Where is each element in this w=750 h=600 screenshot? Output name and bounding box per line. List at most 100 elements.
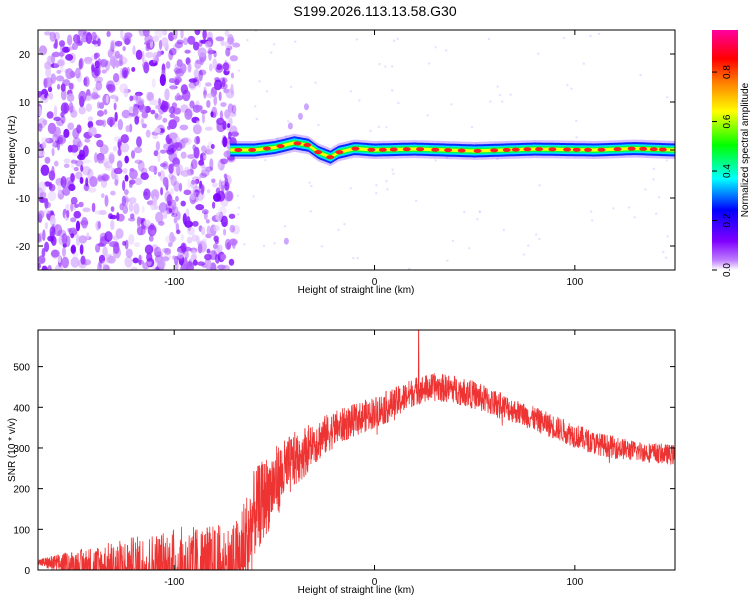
heatmap-noise-cell xyxy=(68,102,74,113)
heatmap-noise-cell xyxy=(122,179,126,191)
heatmap-noise-cell xyxy=(188,78,198,83)
heatmap-noise-cell xyxy=(79,176,84,184)
heatmap-sparse-cell xyxy=(255,117,258,121)
heatmap-noise-cell xyxy=(201,238,208,245)
heatmap-sparse-cell xyxy=(451,239,455,243)
heatmap-noise-cell xyxy=(109,56,118,68)
heatmap-sparse-cell xyxy=(468,247,471,250)
heatmap-sparse-cell xyxy=(633,216,636,219)
heatmap-noise-cell xyxy=(194,30,201,36)
heatmap-noise-cell xyxy=(94,152,98,164)
heatmap-noise-cell xyxy=(180,170,190,177)
heatmap-noise-cell xyxy=(134,242,141,248)
heatmap-sparse-cell xyxy=(664,256,668,259)
heatmap-noise-cell xyxy=(188,80,197,91)
heatmap-ridge-peak xyxy=(402,147,411,152)
heatmap-noise-cell xyxy=(206,93,215,99)
heatmap-noise-cell xyxy=(169,113,176,119)
heatmap-noise-cell xyxy=(82,207,91,213)
heatmap-noise-cell xyxy=(160,162,168,168)
heatmap-noise-cell xyxy=(117,119,124,131)
heatmap-noise-cell xyxy=(192,220,199,227)
heatmap-noise-cell xyxy=(66,210,70,218)
heatmap-noise-cell xyxy=(134,146,143,154)
heatmap-noise-cell xyxy=(164,247,172,256)
heatmap-sparse-cell xyxy=(589,34,592,38)
heatmap-noise-cell xyxy=(75,220,81,232)
heatmap-noise-cell xyxy=(113,242,120,255)
heatmap-noise-cell xyxy=(54,264,64,270)
snr-x-tick-label: 0 xyxy=(372,577,378,588)
heatmap-sparse-cell xyxy=(375,191,378,195)
heatmap-sparse-cell xyxy=(445,156,449,159)
heatmap-noise-cell xyxy=(129,95,134,102)
heatmap-noise-cell xyxy=(182,37,189,46)
heatmap-noise-cell xyxy=(187,62,192,73)
heatmap-sparse-cell xyxy=(349,90,353,93)
heatmap-noise-cell xyxy=(70,217,77,223)
heatmap-noise-cell xyxy=(115,228,124,239)
heatmap-noise-cell xyxy=(200,184,205,196)
heatmap-noise-cell xyxy=(180,200,186,207)
heatmap-noise-cell xyxy=(179,63,187,74)
heatmap-noise-cell xyxy=(187,178,191,189)
heatmap-noise-cell xyxy=(38,210,45,219)
heatmap-noise-cell xyxy=(205,82,212,87)
heatmap-noise-cell xyxy=(220,102,227,107)
colorbar-tick-label: 0.6 xyxy=(722,114,733,128)
heatmap-ridge-peak xyxy=(416,147,425,152)
heatmap-noise-cell xyxy=(124,155,129,164)
heatmap-noise-cell xyxy=(162,30,168,36)
heatmap-noise-cell xyxy=(122,167,128,175)
heatmap-sparse-cell xyxy=(254,105,257,108)
heatmap-noise-cell xyxy=(226,190,234,202)
heatmap-noise-cell xyxy=(211,201,216,209)
heatmap-noise-cell xyxy=(127,114,132,120)
heatmap-noise-cell xyxy=(198,69,207,76)
heatmap-noise-cell xyxy=(135,49,143,60)
heatmap-sparse-cell xyxy=(272,43,276,46)
heatmap-noise-cell xyxy=(50,63,60,69)
heatmap-noise-cell xyxy=(96,101,101,109)
heatmap-noise-cell xyxy=(98,59,106,69)
heatmap-noise-cell xyxy=(106,30,111,37)
heatmap-noise-cell xyxy=(141,111,148,119)
heatmap-noise-cell xyxy=(105,253,114,264)
heatmap-noise-cell xyxy=(228,213,236,219)
heatmap-noise-cell xyxy=(224,109,231,119)
heatmap-sparse-cell xyxy=(283,225,287,228)
heatmap-noise-cell xyxy=(88,126,97,137)
heatmap-noise-cell xyxy=(227,122,231,129)
heatmap-sparse-cell xyxy=(246,38,249,42)
heatmap-noise-cell xyxy=(187,35,196,45)
heatmap-noise-cell xyxy=(60,88,67,101)
heatmap-sparse-cell xyxy=(652,178,655,181)
heatmap-noise-cell xyxy=(201,209,209,215)
heatmap-sparse-cell xyxy=(317,123,320,127)
heatmap-noise-cell xyxy=(189,100,195,109)
heatmap-noise-cell xyxy=(176,229,181,235)
heatmap-ridge-band xyxy=(230,141,675,159)
heatmap-noise-cell xyxy=(197,47,207,58)
heatmap-sparse-cell xyxy=(369,129,372,133)
heatmap-y-tick-label: -20 xyxy=(16,242,31,253)
heatmap-sparse-cell xyxy=(537,52,540,55)
heatmap-noise-cell xyxy=(56,83,61,90)
colorbar-ticks: 0.0 0.2 0.4 0.6 0.8 xyxy=(712,65,733,277)
heatmap-noise-cell xyxy=(84,76,90,88)
heatmap-noise-cell xyxy=(60,66,64,73)
heatmap-noise-cell xyxy=(156,50,162,57)
heatmap-noise-cell xyxy=(227,37,235,45)
heatmap-noise-cell xyxy=(134,159,143,164)
heatmap-noise-cell xyxy=(119,54,123,65)
heatmap-noise-cell xyxy=(230,131,239,138)
heatmap-noise-cell xyxy=(155,104,161,110)
heatmap-noise-cell xyxy=(154,30,164,39)
heatmap-noise-cell xyxy=(38,123,43,132)
heatmap-noise-cell xyxy=(204,148,214,155)
heatmap-sparse-cell xyxy=(236,194,240,197)
heatmap-noise-cell xyxy=(175,195,179,202)
heatmap-noise-cell xyxy=(195,120,200,126)
heatmap-noise-cell xyxy=(192,124,202,135)
